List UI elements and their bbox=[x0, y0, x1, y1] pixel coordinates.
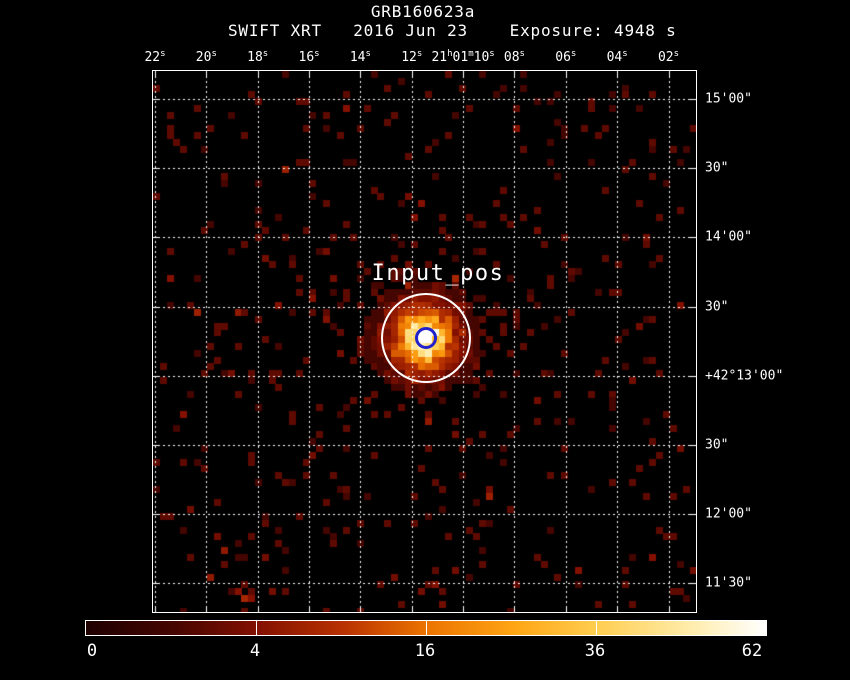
input-position-label: Input_pos bbox=[371, 261, 505, 286]
ra-tick-unit: s bbox=[489, 49, 495, 59]
colorbar-tick-label: 16 bbox=[414, 641, 436, 661]
ra-tick-label: 14s bbox=[349, 49, 371, 65]
colorbar bbox=[85, 620, 767, 636]
ra-tick-unit: s bbox=[622, 49, 628, 59]
ra-tick-unit: s bbox=[570, 49, 577, 59]
ra-tick-label: 04s bbox=[606, 49, 628, 65]
dec-tick-label: 30" bbox=[705, 299, 729, 315]
ra-tick-unit: s bbox=[416, 49, 423, 59]
ra-tick-unit: s bbox=[314, 49, 320, 59]
input-position-marker-circle bbox=[415, 327, 437, 349]
ra-tick-unit: s bbox=[519, 49, 525, 59]
dec-tick-label: 30" bbox=[705, 160, 729, 176]
ra-tick-unit: m bbox=[468, 49, 474, 59]
page-title: GRB160623a bbox=[370, 2, 476, 21]
ra-tick-label: 12s bbox=[401, 49, 423, 65]
ra-tick-unit: s bbox=[211, 49, 217, 59]
colorbar-tick-line bbox=[596, 621, 597, 635]
ra-tick-label: 18s bbox=[247, 49, 269, 65]
dec-tick-label: +42°13'00" bbox=[705, 368, 784, 384]
colorbar-tick-line bbox=[426, 621, 427, 635]
colorbar-tick-label: 0 bbox=[86, 641, 98, 661]
colorbar-tick-label: 4 bbox=[249, 641, 261, 661]
dec-tick-label: 15'00" bbox=[705, 91, 752, 107]
colorbar-tick-label: 62 bbox=[741, 641, 763, 661]
dec-tick-label: 12'00" bbox=[705, 506, 752, 522]
dec-tick-label: 11'30" bbox=[705, 575, 752, 591]
dec-tick-label: 30" bbox=[705, 437, 729, 453]
ra-tick-unit: s bbox=[160, 49, 166, 59]
colorbar-tick-line bbox=[256, 621, 257, 635]
observation-subtitle: SWIFT XRT 2016 Jun 23 Exposure: 4948 s bbox=[228, 21, 677, 40]
ra-tick-label: 02s bbox=[657, 49, 680, 65]
ra-tick-unit: h bbox=[447, 49, 453, 59]
ra-tick-unit: s bbox=[673, 49, 680, 59]
ra-tick-unit: s bbox=[365, 49, 371, 59]
ra-tick-label: 22s bbox=[144, 49, 166, 65]
ra-tick-label: 20s bbox=[195, 49, 217, 65]
colorbar-gradient bbox=[86, 621, 766, 635]
ra-tick-label: 21h01m10s bbox=[431, 49, 495, 65]
ra-tick-label: 06s bbox=[555, 49, 577, 65]
ra-tick-label: 08s bbox=[503, 49, 525, 65]
source-region-circle bbox=[381, 293, 471, 383]
colorbar-tick-label: 36 bbox=[584, 641, 606, 661]
ra-tick-label: 16s bbox=[298, 49, 320, 65]
dec-tick-label: 14'00" bbox=[705, 229, 752, 245]
ra-tick-unit: s bbox=[262, 49, 269, 59]
